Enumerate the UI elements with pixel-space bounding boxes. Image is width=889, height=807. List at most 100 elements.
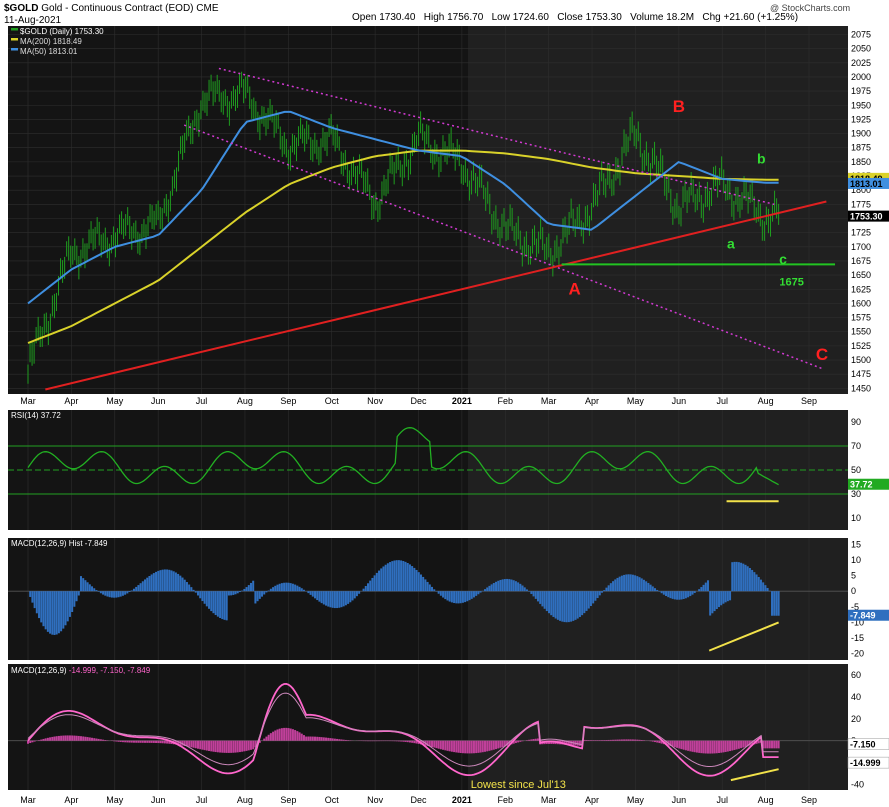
hist-bar	[417, 572, 420, 592]
macd-hist-bar	[252, 740, 255, 750]
macd-hist-bar	[751, 740, 754, 746]
macd-hist-bar	[49, 737, 52, 741]
hist-bar	[124, 591, 127, 595]
macd-hist-bar	[616, 739, 619, 741]
hist-bar	[300, 588, 303, 592]
hist-bar	[210, 591, 213, 612]
hist-bar	[283, 582, 286, 592]
price-tick-label: 1950	[851, 100, 871, 110]
price-tick-label: 1975	[851, 86, 871, 96]
macd-hist-bar	[91, 737, 94, 741]
hist-bar	[687, 591, 690, 598]
hist-bar	[117, 591, 120, 598]
macd-hist-bar	[97, 738, 100, 741]
hist-tick-label: 5	[851, 571, 856, 581]
macd-hist-legend: MACD(12,26,9) Hist -7.849 -7.849	[11, 539, 889, 621]
hist-bar	[638, 577, 641, 592]
price-annotations: A B Ca b c 1675	[569, 97, 829, 364]
macd-tag-bg	[847, 738, 889, 750]
hist-bar	[108, 591, 111, 598]
macd-hist-bar	[638, 739, 641, 741]
hist-bar	[93, 588, 96, 592]
channel-upper-line	[218, 67, 775, 206]
hist-bar	[698, 589, 701, 592]
hist-bar	[44, 591, 47, 630]
macd-hist-bar	[578, 740, 581, 746]
hist-bar	[386, 563, 389, 592]
macd-hist-bar	[82, 736, 85, 741]
price-tick-label: 1650	[851, 270, 871, 280]
hist-bar	[563, 591, 566, 623]
x-tick-label: Apr	[64, 396, 78, 406]
hist-bar	[755, 574, 758, 592]
macd-hist-bar	[768, 740, 771, 749]
hist-bar	[280, 583, 283, 592]
macd-hist-bar	[302, 735, 305, 741]
macd-hist-bar	[411, 740, 414, 743]
macd-hist-bar	[459, 740, 462, 753]
x-tick-label: May	[627, 396, 645, 406]
hist-bar	[665, 591, 668, 597]
hist-bar	[104, 591, 107, 596]
hist-bar	[609, 583, 612, 592]
hist-bar	[607, 585, 610, 592]
macd-hist-bar	[495, 740, 498, 750]
macd-hist-bar	[287, 728, 290, 741]
hist-bar	[139, 583, 142, 592]
macd-hist-bar	[691, 740, 694, 752]
hist-bar	[499, 579, 502, 592]
macd-hist-bar	[183, 740, 186, 746]
hist-bar	[340, 591, 343, 608]
hist-bar	[205, 591, 208, 607]
macd-tick-label: 20	[851, 714, 861, 724]
macd-hist-bar	[437, 740, 440, 749]
macd-hist-bar	[625, 739, 628, 741]
hist-bar	[185, 582, 188, 592]
hist-bar	[483, 589, 486, 592]
macd-hist-bar	[530, 739, 533, 741]
hist-bar	[740, 562, 743, 592]
hist-bar	[543, 591, 546, 609]
macd-hist-bar	[221, 740, 224, 753]
macd-hist-bar	[583, 739, 586, 741]
macd-hist-bar	[113, 740, 116, 742]
hist-bar	[68, 591, 71, 617]
hist-bar	[667, 591, 670, 598]
hist-bar	[249, 582, 252, 592]
hist-bar	[439, 591, 442, 596]
macd-hist-bar	[587, 740, 590, 741]
macd-hist-bar	[84, 736, 87, 741]
macd-hist-bar	[461, 740, 464, 754]
hist-bar	[254, 591, 257, 604]
macd-hist-bar	[130, 740, 133, 743]
macd-hist-bar	[665, 740, 668, 745]
macd-hist-bar	[671, 740, 674, 747]
macd-hist-bars	[29, 560, 780, 652]
macd-hist-bar	[433, 740, 436, 748]
hist-bar	[457, 591, 460, 604]
hist-bar	[459, 591, 462, 604]
macd-hist-bar	[338, 739, 341, 741]
hist-bar	[132, 588, 135, 592]
macd-hist-bar	[194, 740, 197, 749]
hist-bar	[349, 591, 352, 603]
macd-hist-bar	[104, 740, 107, 741]
ohlc-stats: Open 1730.40 High 1756.70 Low 1724.60 Cl…	[352, 12, 798, 23]
hist-bar	[221, 591, 224, 620]
hist-bar	[519, 583, 522, 592]
price-tick-label: 2050	[851, 44, 871, 54]
macd-lines: Lowest since Jul'13	[27, 682, 779, 791]
hist-bar	[121, 591, 124, 596]
hist-bar	[693, 591, 696, 593]
macd-hist-bar	[718, 740, 721, 754]
x-tick-label: Apr	[64, 795, 78, 805]
macd-hist-bar	[232, 740, 235, 753]
macd-hist-bar	[117, 740, 120, 742]
price-tick-label: 2025	[851, 58, 871, 68]
macd-hist-bar	[695, 740, 698, 753]
hist-bar	[322, 591, 325, 605]
macd-hist-bar	[629, 739, 632, 741]
macd-hist-bar	[627, 739, 630, 741]
hist-bar	[196, 591, 199, 596]
wave-label-a: a	[727, 235, 735, 251]
